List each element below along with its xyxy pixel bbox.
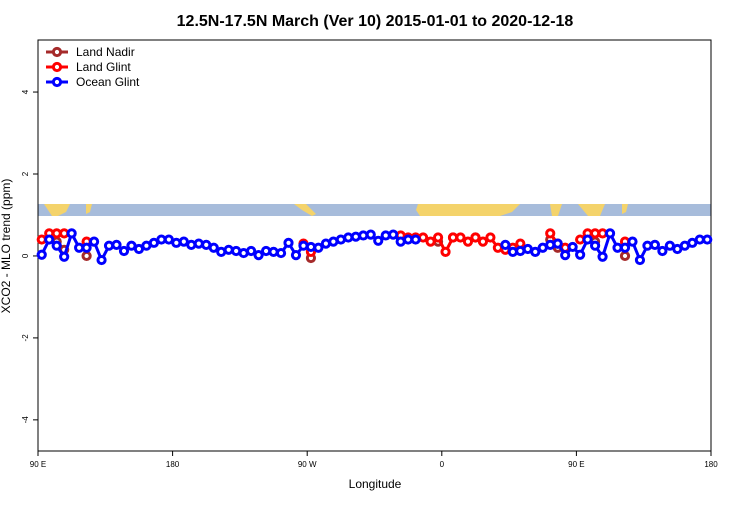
land — [550, 204, 562, 216]
land — [578, 204, 605, 216]
data-point — [81, 242, 92, 253]
plot-frame — [37, 39, 712, 452]
legend-label: Land Glint — [76, 60, 131, 74]
data-point — [193, 238, 204, 249]
data-point — [268, 246, 279, 257]
data-point — [96, 254, 107, 266]
data-point — [88, 236, 100, 247]
data-point — [634, 254, 646, 266]
data-point — [619, 242, 631, 253]
data-point — [627, 236, 638, 247]
data-point — [477, 236, 489, 247]
y-tick-label: 4 — [21, 89, 30, 94]
data-point — [246, 245, 257, 257]
data-point — [582, 234, 593, 245]
data-point — [560, 250, 571, 261]
data-point — [350, 231, 361, 242]
data-point — [604, 228, 616, 239]
chart-title: 12.5N-17.5N March (Ver 10) 2015-01-01 to… — [177, 13, 574, 30]
x-tick-label: 90 E — [30, 460, 46, 469]
data-point — [462, 236, 474, 247]
x-tick-label: 180 — [166, 460, 180, 469]
data-point — [589, 240, 601, 251]
data-point — [298, 240, 309, 251]
data-point — [118, 245, 130, 257]
y-tick-label: -4 — [21, 416, 30, 424]
data-point — [619, 250, 631, 262]
data-point — [373, 235, 384, 246]
land — [294, 204, 316, 216]
legend-label: Land Nadir — [76, 45, 135, 59]
data-point — [275, 247, 287, 259]
data-point — [470, 232, 481, 243]
data-point — [485, 232, 496, 243]
data-point — [290, 250, 302, 261]
map-strip — [38, 204, 711, 216]
data-point — [388, 229, 399, 240]
x-tick-label: 0 — [440, 460, 445, 469]
data-point — [186, 239, 197, 250]
data-point — [567, 241, 578, 253]
data-point — [500, 239, 511, 250]
y-tick-label: 2 — [21, 171, 30, 176]
land — [86, 204, 92, 214]
data-point — [81, 250, 92, 262]
data-point — [66, 228, 77, 239]
data-point — [283, 237, 294, 248]
data-point — [365, 229, 376, 240]
data-point — [223, 244, 234, 255]
x-tick-label: 90 W — [298, 460, 317, 469]
data-point — [59, 251, 70, 262]
data-point — [649, 239, 661, 250]
y-tick-label: 0 — [21, 253, 30, 258]
data-point — [425, 236, 436, 247]
data-point — [51, 240, 62, 251]
data-point — [253, 250, 264, 261]
data-point — [597, 251, 608, 262]
data-point — [313, 242, 324, 253]
y-axis-label: XCO2 - MLO trend (ppm) — [0, 179, 13, 314]
data-point — [36, 249, 47, 260]
ocean-strip — [38, 204, 711, 216]
data-point — [440, 246, 451, 257]
land — [44, 204, 70, 216]
data-point — [530, 246, 541, 257]
land — [622, 204, 628, 214]
data-point — [575, 249, 586, 260]
data-point — [657, 245, 668, 257]
x-axis-label: Longitude — [349, 477, 402, 491]
x-tick-label: 180 — [704, 460, 718, 469]
legend-marker — [51, 76, 63, 88]
legend-label: Ocean Glint — [76, 75, 140, 89]
data-point — [545, 239, 556, 250]
data-point — [545, 228, 556, 239]
data-point — [552, 238, 563, 249]
x-tick-label: 90 E — [568, 460, 584, 469]
land — [416, 204, 520, 216]
legend-marker — [51, 46, 63, 58]
y-tick-label: -2 — [21, 334, 30, 342]
data-point — [171, 237, 182, 248]
data-point — [44, 234, 55, 245]
data-point — [111, 239, 122, 250]
data-point — [410, 234, 421, 245]
data-point — [702, 234, 713, 245]
data-point — [455, 232, 466, 243]
data-point — [432, 232, 444, 243]
legend-marker — [51, 61, 63, 73]
data-point — [208, 242, 219, 253]
